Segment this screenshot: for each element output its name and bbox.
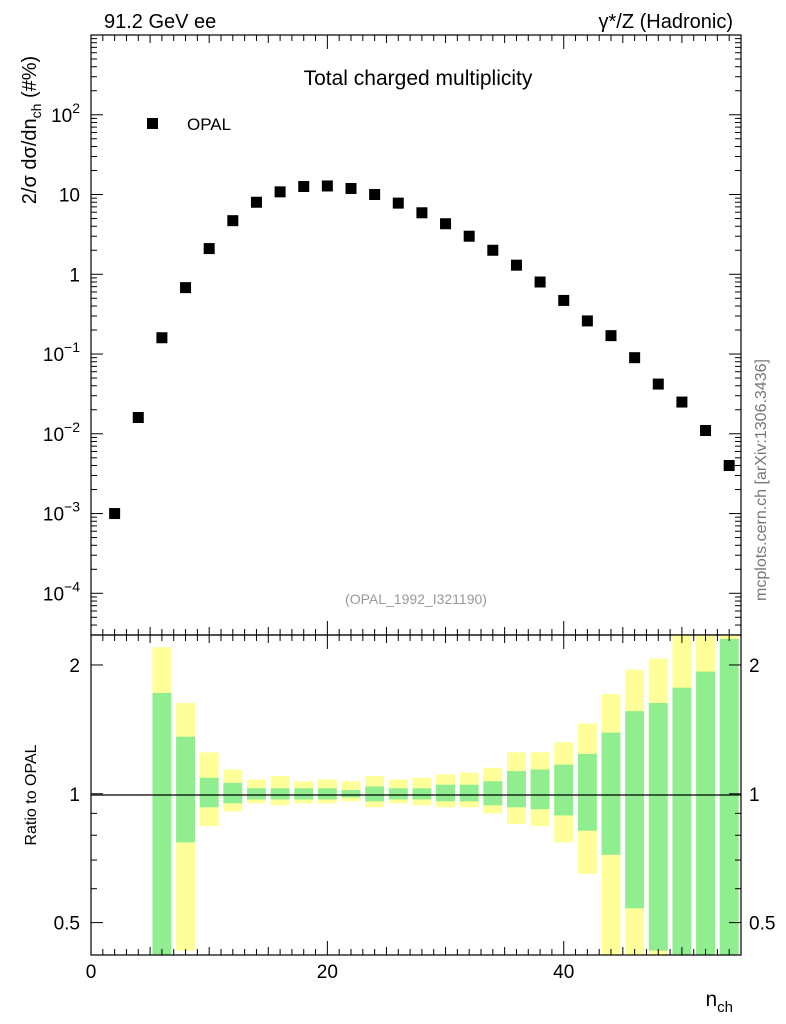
ratio-inner-band: [176, 736, 195, 843]
ratio-inner-band: [199, 777, 219, 808]
opal-data-point: [605, 330, 617, 342]
ratio-inner-band: [317, 788, 337, 800]
ratio-y-axis-label: Ratio to OPAL: [23, 744, 40, 845]
ratio-inner-band: [483, 781, 503, 806]
ratio-inner-band: [365, 786, 385, 802]
opal-data-point: [345, 182, 357, 194]
opal-data-point: [156, 332, 168, 344]
opal-data-point: [581, 315, 593, 327]
ratio-inner-band: [341, 790, 361, 798]
opal-data-point: [109, 508, 121, 520]
ratio-y-tick-label-left: 0.5: [54, 914, 80, 935]
header-process-label: γ*/Z (Hadronic): [599, 11, 733, 33]
legend-opal-label: OPAL: [187, 115, 231, 134]
ratio-inner-band: [270, 788, 290, 800]
ratio-inner-band: [530, 769, 550, 810]
ratio-inner-band: [672, 687, 692, 955]
ratio-inner-band: [223, 782, 243, 804]
ratio-y-tick-label-left: 1: [69, 785, 80, 806]
opal-data-point: [274, 186, 286, 198]
opal-data-point: [416, 207, 428, 219]
opal-data-point: [676, 396, 688, 408]
opal-data-point: [392, 197, 404, 209]
opal-data-point: [652, 378, 664, 390]
ratio-inner-band: [719, 638, 739, 955]
y-tick-label: 10−2: [43, 419, 80, 446]
ratio-inner-band: [436, 784, 455, 802]
ratio-y-tick-label-right: 0.5: [749, 914, 775, 935]
opal-data-point: [227, 215, 239, 227]
ratio-inner-band: [294, 788, 314, 800]
ratio-inner-band: [507, 771, 526, 808]
opal-data-point: [298, 181, 310, 193]
opal-data-point: [250, 196, 262, 208]
opal-data-point: [132, 412, 144, 424]
opal-data-point: [321, 180, 333, 192]
opal-data-point: [203, 243, 215, 255]
x-axis-label: nch: [705, 988, 733, 1016]
opal-data-point: [440, 218, 452, 230]
dataset-annotation: (OPAL_1992_I321190): [345, 591, 487, 607]
x-tick-label: 20: [317, 962, 338, 983]
y-tick-label: 10: [59, 186, 80, 207]
y-tick-label: 10−1: [43, 339, 80, 366]
opal-data-point: [558, 294, 570, 306]
opal-data-point: [700, 424, 712, 436]
ratio-inner-band: [459, 784, 479, 802]
ratio-inner-band: [577, 753, 597, 831]
opal-data-point: [723, 460, 735, 472]
y-tick-label: 102: [51, 100, 80, 127]
opal-data-point: [487, 244, 499, 256]
ratio-inner-band: [601, 732, 621, 855]
ratio-y-tick-label-right: 1: [749, 785, 760, 806]
ratio-inner-band: [554, 764, 574, 816]
ratio-inner-band: [247, 788, 266, 800]
ratio-inner-band: [412, 788, 432, 800]
ratio-y-tick-label-left: 2: [69, 656, 80, 677]
ratio-inner-band: [696, 671, 715, 955]
ratio-inner-band: [648, 702, 668, 951]
ratio-inner-band: [152, 692, 172, 955]
ratio-inner-band: [625, 711, 645, 909]
ratio-inner-band: [388, 788, 408, 800]
x-tick-label: 40: [553, 962, 574, 983]
y-tick-label: 10−3: [43, 499, 80, 526]
ratio-y-tick-label-right: 2: [749, 656, 760, 677]
main-plot-panel: Total charged multiplicity OPAL (OPAL_19…: [19, 34, 742, 636]
ratio-plot-panel: 0.5 0.5 1 1 2 2 Ratio to OPAL: [23, 634, 775, 956]
opal-data-point: [510, 259, 522, 271]
y-tick-label: 10−4: [43, 578, 80, 605]
x-tick-label: 0: [86, 962, 97, 983]
chart-title: Total charged multiplicity: [304, 67, 533, 90]
side-source-label: mcplots.cern.ch [arXiv:1306.3436]: [753, 359, 770, 601]
y-tick-label: 1: [69, 265, 80, 286]
opal-data-point: [463, 230, 475, 242]
legend-opal-marker: [147, 118, 158, 129]
header-energy-label: 91.2 GeV ee: [104, 11, 216, 33]
y-axis-label: 2/σ dσ/dnch (#%): [19, 56, 44, 204]
opal-data-point: [369, 189, 381, 201]
opal-data-point: [629, 352, 641, 364]
ratio-plot-frame: [90, 634, 742, 956]
opal-data-point: [534, 276, 546, 288]
opal-data-point: [180, 282, 192, 294]
